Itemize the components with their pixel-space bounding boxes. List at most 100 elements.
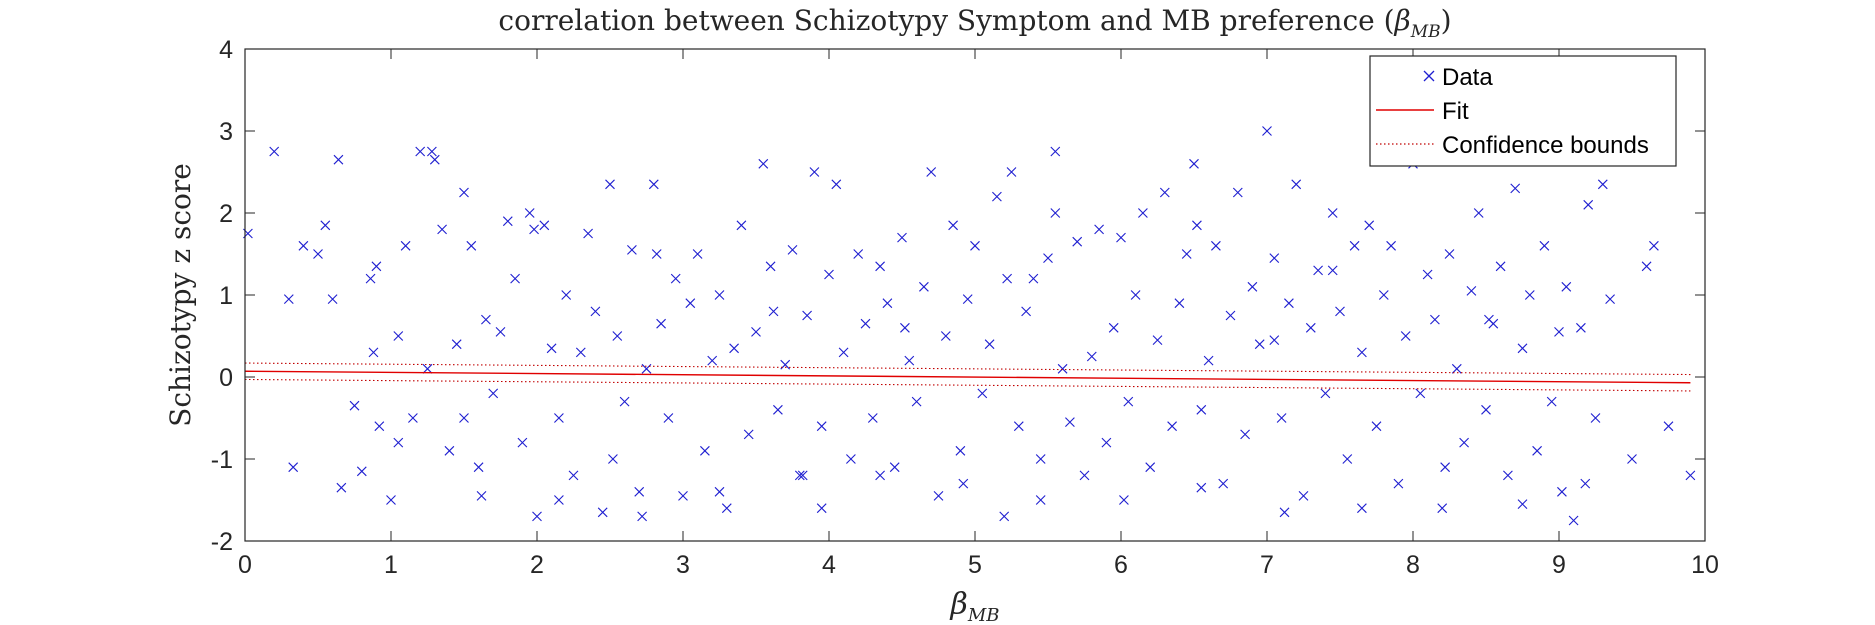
data-point [554, 495, 564, 505]
data-point [651, 249, 662, 259]
data-point [459, 187, 469, 198]
x-tick-label: 3 [676, 551, 690, 579]
data-point [619, 396, 630, 407]
data-point [1174, 298, 1185, 309]
data-point [1590, 413, 1601, 423]
data-point [1685, 470, 1696, 481]
confidence-bound-lower [244, 378, 1691, 392]
data-point [1327, 265, 1338, 276]
data-point [1050, 146, 1061, 157]
data-point [371, 261, 382, 272]
data-point [853, 249, 864, 259]
data-point [721, 503, 732, 514]
data-point [429, 154, 440, 165]
data-point [590, 306, 601, 317]
x-tick-label: 7 [1260, 551, 1274, 579]
data-point [466, 240, 477, 251]
data-point [1597, 179, 1608, 190]
data-point [288, 462, 299, 473]
data-point [283, 294, 294, 304]
data-point [773, 404, 783, 415]
data-point [539, 220, 550, 231]
data-point [605, 179, 615, 190]
data-point [1481, 404, 1491, 415]
data-point [1028, 273, 1039, 284]
data-point [1021, 306, 1031, 317]
axis-ticks: 0 1 2 3 4 5 6 7 8 9 10 -2 -1 0 1 2 3 4 [211, 36, 1719, 579]
data-point [597, 507, 608, 518]
data-point [327, 294, 338, 304]
data-point [1400, 331, 1411, 341]
data-point [1043, 253, 1053, 263]
data-point [1415, 388, 1426, 399]
data-point [714, 486, 725, 497]
chart-title: correlation between Schizotypy Symptom a… [498, 4, 1451, 42]
data-point [269, 146, 280, 157]
data-point [758, 158, 769, 169]
legend: Data Fit Confidence bounds [1369, 55, 1677, 167]
data-point [437, 224, 447, 235]
data-point [1276, 413, 1287, 423]
data-point [670, 273, 681, 284]
data-point [889, 462, 900, 473]
data-point [1440, 462, 1451, 473]
data-point [860, 318, 871, 329]
fit-lines [244, 362, 1691, 392]
data-point [743, 429, 754, 440]
fit-line [244, 370, 1691, 384]
x-tick-label: 5 [968, 551, 982, 579]
data-point [356, 466, 367, 477]
data-point [1473, 208, 1484, 218]
data-point [422, 363, 433, 374]
data-point [1269, 253, 1280, 263]
data-point [298, 240, 309, 251]
data-point [365, 273, 376, 284]
data-point [451, 339, 462, 350]
data-point [1123, 396, 1134, 407]
data-point [1006, 167, 1017, 177]
data-point [1568, 515, 1579, 526]
data-point [1357, 347, 1367, 358]
data-point [729, 343, 739, 354]
data-point [765, 261, 776, 272]
data-point [1072, 236, 1083, 247]
data-point [336, 482, 347, 493]
confidence-bound-upper [244, 362, 1691, 376]
data-point [685, 298, 696, 309]
data-point [1232, 187, 1243, 198]
data-point [502, 216, 513, 227]
data-point [1181, 249, 1192, 259]
x-tick-label: 4 [822, 551, 836, 579]
data-point [400, 240, 411, 251]
y-tick-label: 1 [219, 282, 233, 310]
data-point [948, 220, 958, 231]
data-point [1203, 355, 1214, 366]
data-point [1495, 261, 1506, 272]
data-point [1320, 388, 1331, 399]
data-point [900, 322, 910, 333]
legend-label-data: Data [1442, 64, 1493, 91]
data-point [794, 470, 805, 481]
data-point [1262, 126, 1272, 136]
data-point [1459, 437, 1469, 448]
data-point [1291, 179, 1302, 190]
data-point [897, 232, 907, 243]
data-point [1517, 343, 1528, 354]
data-point [707, 355, 718, 366]
data-point [809, 167, 820, 177]
data-point [816, 421, 827, 432]
data-point [1444, 249, 1455, 259]
data-point [1218, 478, 1229, 489]
data-point [1196, 404, 1207, 415]
data-point [637, 511, 648, 522]
legend-label-fit: Fit [1442, 98, 1469, 125]
data-point [1108, 322, 1119, 333]
data-point [374, 421, 385, 432]
data-point [1546, 396, 1557, 407]
data-point [1663, 421, 1674, 432]
data-point [415, 146, 426, 157]
data-point [984, 339, 995, 350]
data-point [1561, 281, 1572, 292]
data-point [1298, 491, 1309, 501]
data-point [867, 413, 878, 423]
